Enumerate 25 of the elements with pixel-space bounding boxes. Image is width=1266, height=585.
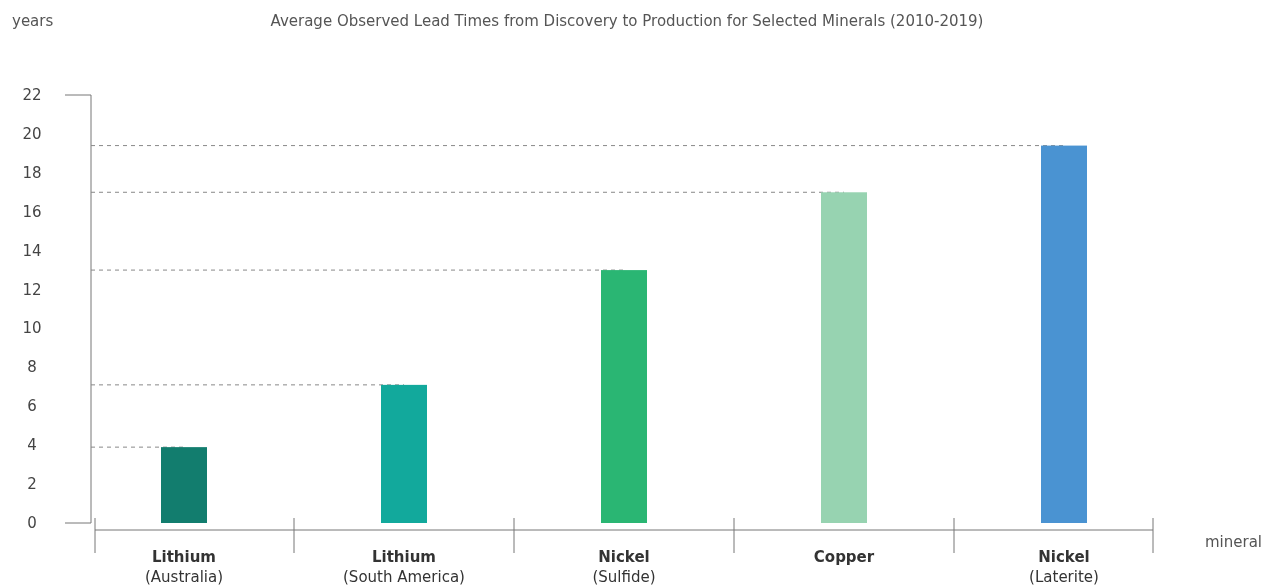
y-tick-label: 10 xyxy=(22,319,42,338)
y-tick-label: 22 xyxy=(22,86,42,104)
y-tick-label: 8 xyxy=(27,358,37,377)
y-tick-label: 2 xyxy=(27,475,37,494)
y-tick-label: 16 xyxy=(22,202,42,221)
bar xyxy=(1041,145,1087,523)
y-tick-label: 0 xyxy=(27,514,37,532)
bar xyxy=(821,192,867,523)
y-tick-label: 20 xyxy=(22,124,42,143)
bar xyxy=(161,447,207,523)
y-tick-label: 12 xyxy=(22,280,42,299)
bar xyxy=(381,384,427,523)
x-tick-label: Nickel (Sulfide) xyxy=(592,548,656,585)
bar xyxy=(601,270,647,523)
x-tick-label: Copper xyxy=(813,548,875,566)
chart-title: Average Observed Lead Times from Discovery to Production for Selected Minerals (2010-2019) xyxy=(270,12,984,30)
x-tick-label: Nickel (Laterite) xyxy=(1029,548,1099,585)
y-tick-label: 6 xyxy=(27,397,37,416)
y-axis-title: years xyxy=(12,12,54,30)
y-tick-label: 14 xyxy=(22,241,42,260)
x-tick-label: Lithium (South America) xyxy=(343,548,465,585)
text: mineral xyxy=(1205,533,1263,551)
y-tick-label: 18 xyxy=(22,163,42,182)
x-tick-label: Lithium (Australia) xyxy=(144,548,224,585)
y-tick-label: 4 xyxy=(27,436,37,455)
